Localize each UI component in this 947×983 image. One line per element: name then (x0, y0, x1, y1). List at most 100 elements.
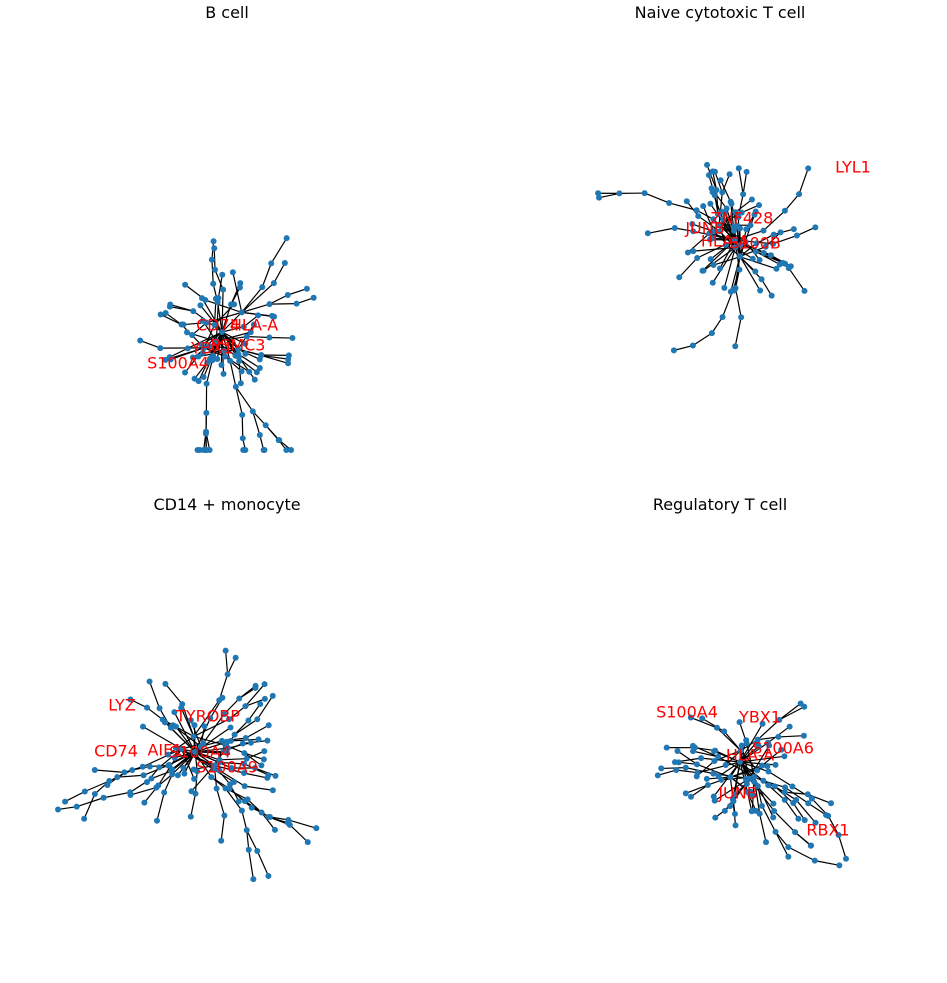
edge (246, 829, 258, 852)
node (219, 329, 225, 335)
node (727, 803, 734, 810)
node (785, 844, 792, 851)
edge (739, 755, 785, 763)
edge (706, 164, 718, 191)
edge (807, 802, 827, 816)
node (199, 317, 206, 324)
node (127, 789, 134, 796)
node (242, 350, 249, 357)
edge (160, 313, 182, 326)
node (211, 321, 218, 328)
node (716, 265, 723, 272)
edge (598, 192, 620, 199)
node (670, 347, 677, 354)
edge (677, 750, 698, 765)
node-label: JUNB (717, 784, 757, 803)
edge (763, 210, 786, 232)
edge (775, 831, 789, 848)
node (790, 226, 797, 233)
node (204, 359, 211, 366)
edge (690, 716, 718, 729)
node (673, 767, 680, 774)
node (195, 353, 202, 360)
node-label: HLA-A (726, 746, 774, 765)
edge (84, 780, 110, 793)
node (770, 814, 777, 821)
node (270, 280, 277, 287)
edge (193, 735, 226, 746)
node (187, 813, 194, 820)
edge (241, 303, 270, 313)
node (743, 226, 750, 233)
node (222, 353, 229, 360)
node (726, 171, 733, 178)
node (731, 810, 738, 817)
node-label: YBX1 (738, 708, 781, 727)
edge (701, 717, 725, 732)
node (735, 214, 742, 221)
node (722, 762, 729, 769)
node (782, 260, 789, 267)
node (281, 259, 288, 266)
node (682, 764, 689, 771)
node (771, 808, 778, 815)
node (708, 330, 715, 337)
edge (757, 786, 763, 806)
node (228, 765, 235, 772)
node (781, 789, 788, 796)
node (62, 798, 69, 805)
node (81, 788, 88, 795)
edge (221, 331, 246, 345)
edge (237, 348, 262, 356)
node (310, 294, 317, 301)
node (220, 347, 227, 354)
node (236, 284, 243, 291)
node (219, 737, 226, 744)
edge (83, 793, 96, 819)
node (195, 378, 202, 385)
edge (261, 812, 276, 831)
node (171, 709, 178, 716)
node (781, 207, 788, 214)
node (254, 716, 261, 723)
node (201, 723, 208, 730)
node (767, 252, 774, 259)
node (713, 187, 720, 194)
edge (734, 230, 764, 241)
edge (205, 299, 242, 313)
node (641, 190, 648, 197)
node (283, 235, 290, 242)
edge (757, 736, 779, 741)
edge (792, 802, 806, 821)
node-label: S100A6 (752, 739, 814, 758)
node (289, 335, 296, 342)
node (243, 755, 250, 762)
edge (158, 748, 182, 768)
edge (244, 785, 273, 791)
node (251, 376, 258, 383)
edge (287, 288, 308, 296)
node (740, 191, 747, 198)
edge (734, 287, 742, 318)
node (707, 200, 714, 207)
node (206, 342, 213, 349)
node (730, 286, 737, 293)
node (711, 757, 718, 764)
node (146, 678, 153, 685)
node-label: S100A4 (656, 703, 718, 722)
node (736, 719, 743, 726)
node (707, 256, 714, 263)
node (800, 732, 807, 739)
edge (235, 386, 254, 412)
node (213, 785, 220, 792)
node (736, 225, 743, 232)
edge (692, 223, 714, 233)
node (191, 722, 198, 729)
edge (216, 331, 251, 342)
edge (794, 831, 812, 846)
node (55, 806, 62, 813)
node (694, 254, 701, 261)
node (156, 705, 163, 712)
node (738, 742, 745, 749)
node (689, 221, 696, 228)
